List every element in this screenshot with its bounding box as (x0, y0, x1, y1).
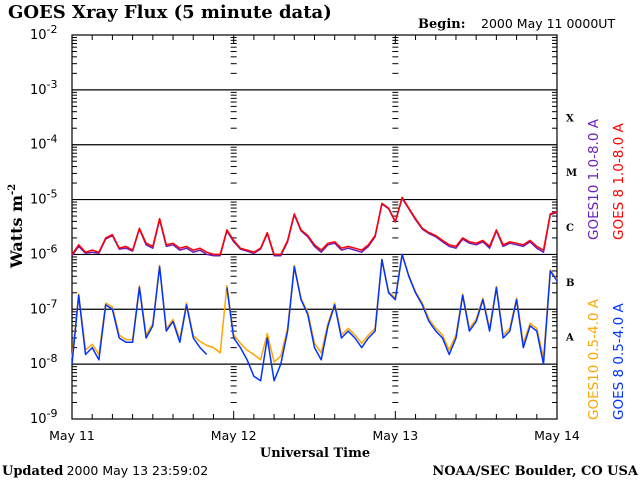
legend-entry: GOES10 0.5-4.0 A (586, 298, 602, 420)
flare-class-label: B (566, 278, 574, 289)
y-tick-base: 10 (30, 138, 47, 153)
legend-entry: GOES 8 1.0-8.0 A (611, 123, 627, 240)
series-line-0 (71, 197, 558, 257)
y-tick-exponent: -3 (47, 78, 58, 91)
y-axis-label: Watts m-2 (7, 184, 26, 269)
y-tick-label: 10-7 (30, 297, 58, 317)
y-tick-base: 10 (30, 302, 47, 317)
updated-value: 2000 May 13 23:59:02 (67, 463, 209, 478)
footer-credit: NOAA/SEC Boulder, CO USA (432, 464, 639, 479)
begin-value: 2000 May 11 0000UT (481, 16, 615, 31)
y-tick-exponent: -5 (47, 188, 58, 201)
flare-class-label: M (566, 168, 577, 179)
updated-label: Updated (2, 464, 63, 479)
footer-updated: Updated 2000 May 13 23:59:02 (2, 463, 208, 479)
y-tick-base: 10 (30, 28, 47, 43)
y-tick-exponent: -7 (47, 297, 58, 310)
y-tick-label: 10-2 (30, 23, 58, 43)
flare-class-label: A (565, 333, 574, 344)
x-tick-label: May 14 (534, 428, 580, 443)
y-tick-exponent: -2 (47, 23, 58, 36)
flare-class-label: C (566, 223, 574, 234)
y-tick-label: 10-4 (30, 133, 58, 153)
y-tick-base: 10 (30, 247, 47, 262)
x-tick-label: May 12 (211, 428, 257, 443)
begin-label: Begin: (418, 17, 466, 32)
flare-class-label: X (566, 113, 574, 124)
legend-entry: GOES 8 0.5-4.0 A (611, 303, 627, 420)
x-tick-label: May 11 (49, 428, 95, 443)
legend-entry: GOES10 1.0-8.0 A (586, 118, 602, 240)
y-tick-label: 10-9 (30, 407, 58, 427)
y-tick-label: 10-8 (30, 352, 58, 372)
y-tick-exponent: -8 (47, 352, 58, 365)
chart-title: GOES Xray Flux (5 minute data) (8, 2, 332, 23)
series-line-1 (71, 196, 558, 256)
y-axis-label-sup: -2 (7, 184, 18, 195)
y-axis-label-text: Watts m (7, 195, 26, 269)
y-tick-label: 10-5 (30, 188, 58, 208)
y-tick-exponent: -4 (47, 133, 58, 146)
plot-frame (71, 34, 558, 420)
y-tick-label: 10-6 (30, 242, 58, 262)
svg-text:Watts m-2: Watts m-2 (7, 184, 26, 269)
x-tick-label: May 13 (372, 428, 418, 443)
y-tick-label: 10-3 (30, 78, 58, 98)
series-line-3 (71, 253, 558, 382)
y-tick-base: 10 (30, 412, 47, 427)
y-tick-base: 10 (30, 357, 47, 372)
y-tick-base: 10 (30, 193, 47, 208)
y-tick-exponent: -9 (47, 407, 58, 420)
y-tick-exponent: -6 (47, 242, 58, 255)
x-axis-label: Universal Time (260, 446, 370, 461)
y-tick-base: 10 (30, 83, 47, 98)
legend: GOES10 1.0-8.0 A GOES 8 1.0-8.0 A GOES10 0… (586, 118, 627, 420)
